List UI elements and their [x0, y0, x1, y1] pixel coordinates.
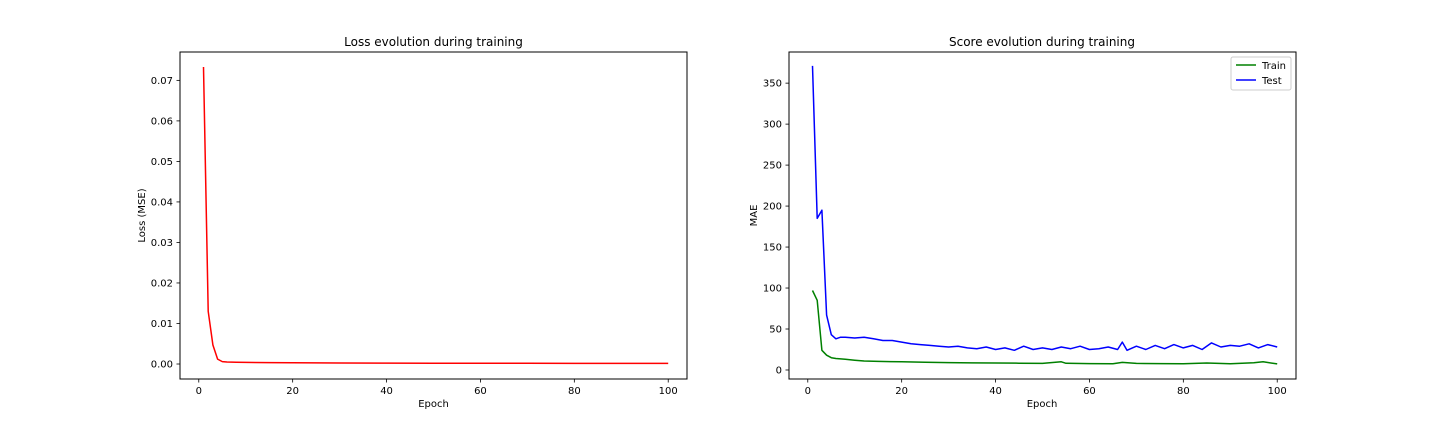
score-x-tick-label: 20 [895, 386, 908, 397]
loss-chart: Loss evolution during training Epoch Los… [137, 35, 688, 410]
score-x-tick-label: 80 [1177, 386, 1190, 397]
loss-x-tick-label: 0 [196, 386, 202, 397]
loss-chart-title: Loss evolution during training [344, 35, 523, 49]
loss-y-tick-label: 0.02 [151, 278, 173, 289]
score-y-tick-label: 50 [769, 325, 782, 336]
loss-y-tick-label: 0.05 [151, 157, 173, 168]
score-x-tick-label: 0 [805, 386, 811, 397]
score-y-tick-label: 200 [763, 202, 782, 213]
loss-y-tick-label: 0.06 [151, 116, 173, 127]
loss-x-tick-label: 20 [286, 386, 299, 397]
legend: Train Test [1230, 56, 1292, 91]
loss-x-tick-label: 40 [380, 386, 393, 397]
score-x-tick-label: 100 [1268, 386, 1287, 397]
score-y-tick-label: 100 [763, 284, 782, 295]
loss-x-tick-label: 60 [474, 386, 487, 397]
score-y-tick-label: 350 [763, 79, 782, 90]
legend-label-test: Test [1261, 76, 1282, 87]
loss-y-axis-label: Loss (MSE) [137, 188, 148, 242]
loss-x-tick-label: 80 [568, 386, 581, 397]
loss-x-tick-label: 100 [659, 386, 678, 397]
loss-series-line-0 [202, 66, 669, 365]
score-x-tick-label: 60 [1083, 386, 1096, 397]
score-plot-area [811, 65, 1278, 365]
loss-x-axis-label: Epoch [418, 399, 449, 410]
score-x-axis-label: Epoch [1027, 399, 1058, 410]
loss-plot-frame [179, 51, 688, 380]
loss-y-tick-label: 0.00 [151, 360, 173, 371]
loss-y-tick-label: 0.07 [151, 76, 173, 87]
score-y-axis-label: MAE [749, 205, 760, 227]
score-plot-frame [788, 51, 1297, 380]
loss-y-tick-label: 0.04 [151, 197, 173, 208]
score-chart-title: Score evolution during training [949, 35, 1135, 49]
score-y-tick-label: 0 [776, 365, 782, 376]
legend-label-train: Train [1261, 61, 1286, 72]
score-x-tick-label: 40 [989, 386, 1002, 397]
score-chart: Score evolution during training Epoch MA… [749, 35, 1297, 410]
score-y-tick-label: 300 [763, 120, 782, 131]
score-series-line-train [811, 290, 1278, 365]
score-y-tick-label: 150 [763, 243, 782, 254]
loss-y-tick-label: 0.03 [151, 238, 173, 249]
loss-plot-area [202, 66, 669, 365]
score-y-tick-label: 250 [763, 161, 782, 172]
loss-y-tick-label: 0.01 [151, 319, 173, 330]
score-series-line-test [811, 65, 1278, 352]
